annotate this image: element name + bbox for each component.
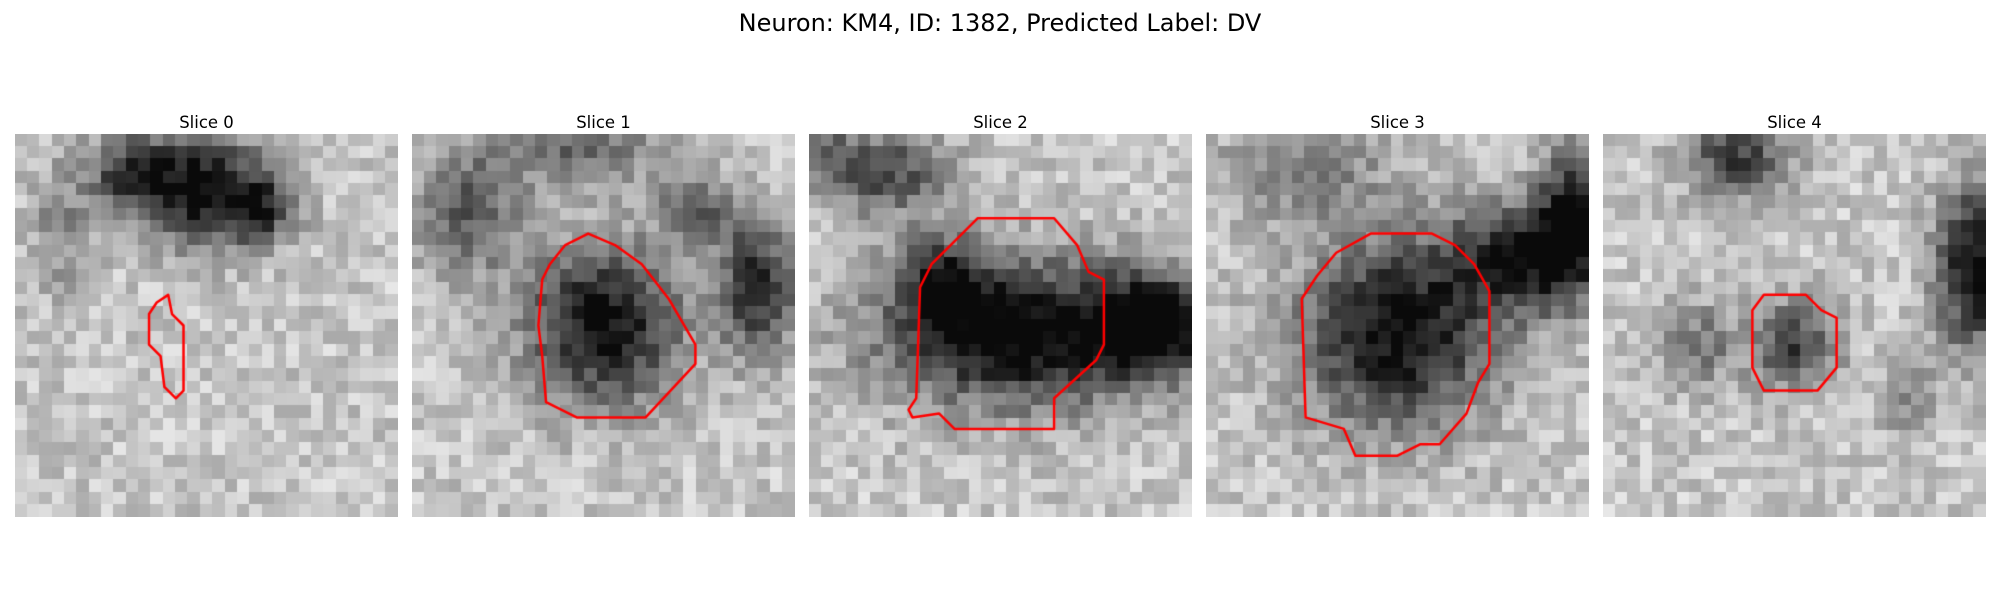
slice-image (1206, 134, 1589, 517)
slice-title: Slice 2 (973, 113, 1028, 132)
slice-title: Slice 0 (179, 113, 234, 132)
slice-title: Slice 1 (576, 113, 631, 132)
slice-image (15, 134, 398, 517)
slice-panel-0: Slice 0 (15, 112, 398, 517)
slice-title: Slice 3 (1370, 113, 1425, 132)
slice-image (412, 134, 795, 517)
slice-title: Slice 4 (1767, 113, 1822, 132)
slice-panel-3: Slice 3 (1206, 112, 1589, 517)
slice-panel-4: Slice 4 (1603, 112, 1986, 517)
slice-panel-1: Slice 1 (412, 112, 795, 517)
figure-title: Neuron: KM4, ID: 1382, Predicted Label: … (738, 9, 1262, 37)
slice-image (1603, 134, 1986, 517)
slice-image (809, 134, 1192, 517)
slice-panel-2: Slice 2 (809, 112, 1192, 517)
